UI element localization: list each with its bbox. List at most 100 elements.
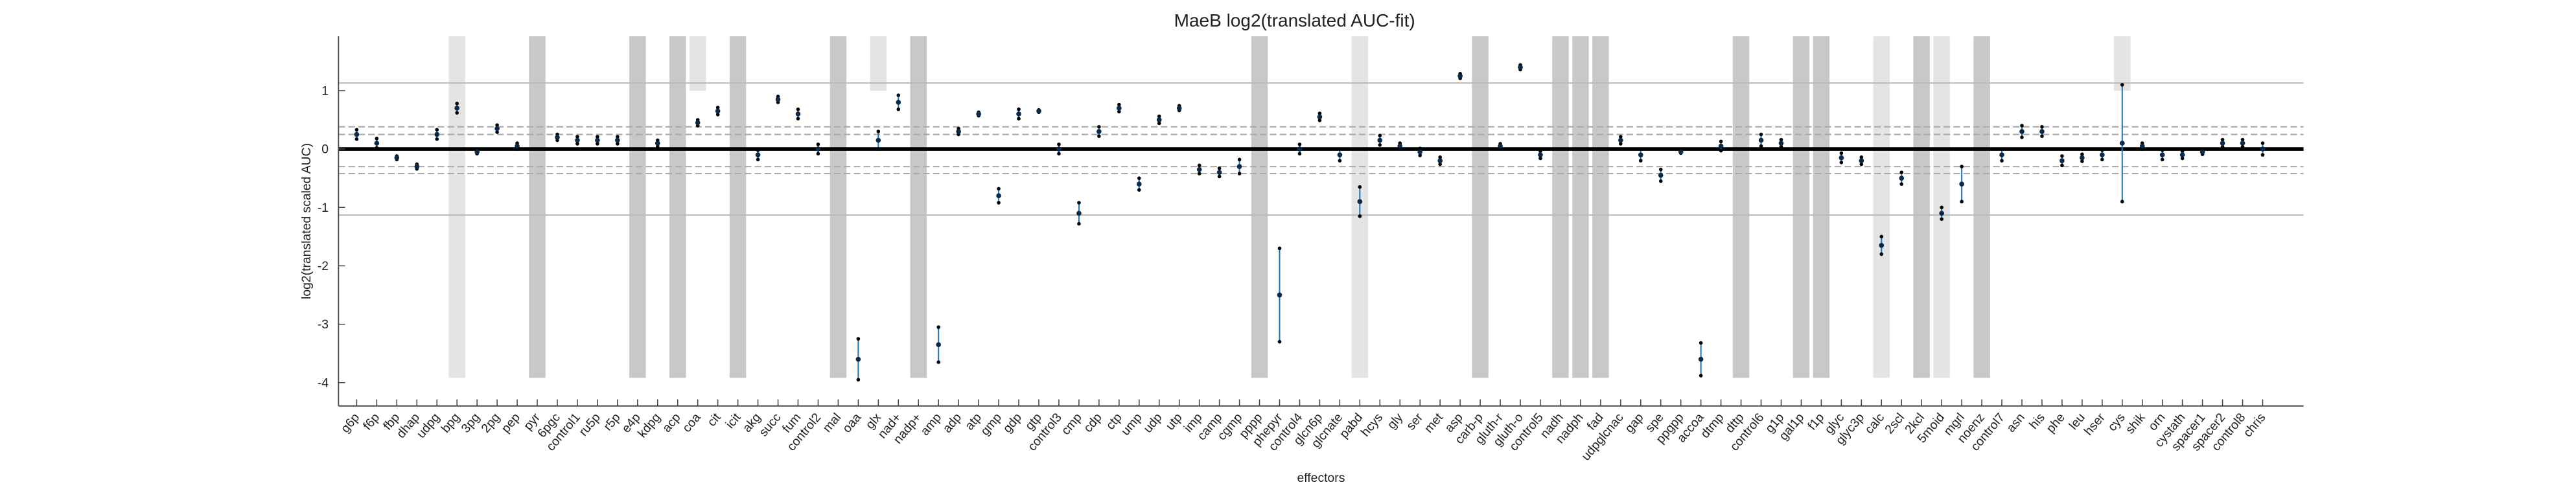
mean-point <box>655 141 660 146</box>
replicate-dot <box>936 360 941 365</box>
x-tick-label: gdp <box>1000 411 1025 436</box>
mean-point <box>1939 210 1944 216</box>
x-tick-label: chris <box>2240 411 2268 440</box>
shade-band <box>1873 36 1890 378</box>
mean-point <box>414 164 420 169</box>
mean-point <box>815 146 821 152</box>
mean-point <box>2060 158 2065 163</box>
mean-point <box>1317 114 1323 120</box>
replicate-dot <box>1538 156 1542 161</box>
x-tick-label: hcys <box>1358 411 1386 440</box>
x-tick-label: r5p <box>601 411 623 434</box>
replicate-dot <box>2240 137 2245 142</box>
x-tick-label: icit <box>723 410 743 431</box>
mean-point <box>2159 152 2165 157</box>
replicate-dot <box>1759 144 1763 148</box>
replicate-dot <box>936 325 941 329</box>
replicate-dot <box>1358 214 1362 218</box>
replicate-dot <box>876 130 881 133</box>
mean-point <box>1417 149 1423 155</box>
replicate-dot <box>796 107 800 111</box>
replicate-dot <box>876 147 881 151</box>
replicate-dot <box>715 106 720 109</box>
replicate-dot <box>756 157 760 162</box>
mean-point <box>575 137 580 143</box>
replicate-dot <box>1839 151 1844 155</box>
mean-point <box>1357 199 1363 205</box>
mean-point <box>595 137 600 143</box>
replicate-dot <box>2040 125 2044 129</box>
replicate-dot <box>1077 201 1081 205</box>
replicate-dot <box>2160 157 2164 162</box>
replicate-dot <box>1338 147 1342 151</box>
x-tick-label: acp <box>660 411 684 435</box>
mean-point <box>434 131 440 137</box>
replicate-dot <box>1237 157 1242 162</box>
replicate-dot <box>1378 133 1382 138</box>
shade-band <box>1793 36 1810 378</box>
mean-point <box>755 152 761 157</box>
replicate-dot <box>856 378 861 382</box>
replicate-dot <box>354 128 359 132</box>
mean-point <box>1236 164 1242 169</box>
mean-point <box>1618 137 1623 143</box>
replicate-dot <box>1297 142 1302 146</box>
mean-point <box>615 137 620 143</box>
replicate-dot <box>1699 374 1703 378</box>
mean-point <box>936 342 942 347</box>
replicate-dot <box>495 130 499 134</box>
replicate-dot <box>1638 159 1643 163</box>
replicate-dot <box>1538 149 1542 154</box>
mean-point <box>855 356 861 362</box>
mean-point <box>1457 73 1463 79</box>
replicate-dot <box>1418 146 1422 150</box>
replicate-dot <box>1237 172 1242 176</box>
mean-point <box>996 193 1001 199</box>
replicate-dot <box>1619 135 1623 139</box>
y-tick-label: 0 <box>321 142 329 157</box>
mean-point <box>1778 141 1784 146</box>
mean-point <box>1859 158 1864 163</box>
replicate-dot <box>1297 152 1302 156</box>
shade-band <box>1472 36 1489 378</box>
replicate-dot <box>1899 170 1904 174</box>
mean-point <box>715 108 721 114</box>
replicate-dot <box>1859 162 1864 166</box>
mean-point <box>494 126 500 131</box>
shade-band <box>1973 36 1990 378</box>
replicate-dot <box>2020 124 2024 128</box>
replicate-dot <box>896 107 901 111</box>
shade-band <box>870 36 887 91</box>
x-tick-label: gap <box>1622 411 1647 436</box>
x-tick-label: utp <box>1163 411 1185 433</box>
mean-point <box>1397 143 1403 149</box>
replicate-dot <box>596 142 599 146</box>
x-tick-label: adp <box>940 411 964 436</box>
mean-point <box>1718 143 1724 149</box>
mean-point <box>1959 181 1964 187</box>
shade-band <box>1813 36 1830 378</box>
replicate-dot <box>1779 137 1783 142</box>
x-tick-label: 2pg <box>478 411 503 436</box>
replicate-dot <box>1719 148 1723 153</box>
mean-point <box>474 149 480 155</box>
replicate-dot <box>1157 114 1161 119</box>
replicate-dot <box>1277 246 1282 251</box>
replicate-dot <box>435 128 439 132</box>
replicate-dot <box>1197 172 1201 176</box>
shade-band <box>1572 36 1589 378</box>
mean-point <box>1678 149 1684 155</box>
mean-point <box>2240 141 2245 146</box>
replicate-dot <box>1077 222 1081 226</box>
shade-band <box>1592 36 1609 378</box>
replicate-dot <box>1317 119 1322 122</box>
mean-point <box>2139 143 2145 149</box>
shade-band <box>1913 36 1930 378</box>
replicate-dot <box>896 93 901 97</box>
x-tick-label: cdp <box>1081 411 1105 435</box>
x-tick-label: coa <box>680 411 704 435</box>
y-tick-label: -3 <box>318 317 329 332</box>
replicate-dot <box>1418 154 1422 157</box>
y-tick-label: -2 <box>318 259 329 273</box>
